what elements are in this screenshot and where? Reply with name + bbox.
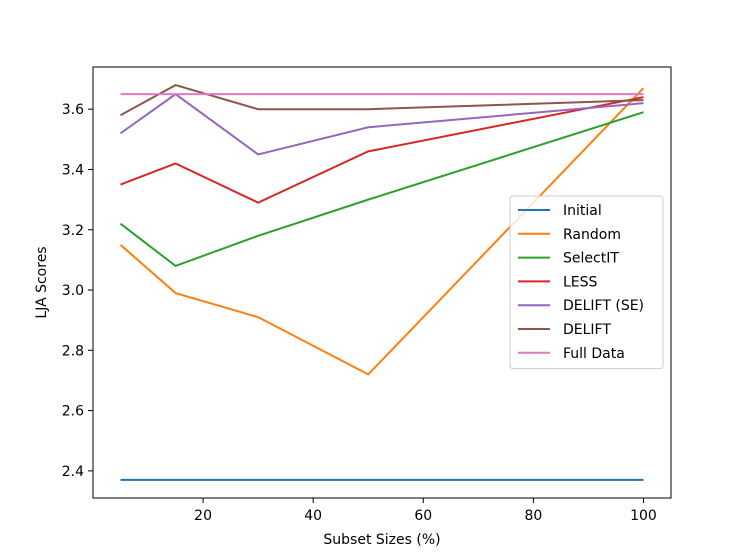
y-tick-label: 3.6 bbox=[62, 102, 84, 118]
y-tick-label: 2.8 bbox=[62, 343, 84, 359]
y-tick-label: 3.2 bbox=[62, 223, 84, 239]
x-axis-ticks: 20 40 60 80 100 bbox=[194, 498, 657, 524]
y-tick-label: 3.0 bbox=[62, 283, 84, 299]
series-line-3 bbox=[120, 96, 644, 204]
series-line-2 bbox=[119, 111, 644, 268]
legend-label-2: SelectIT bbox=[563, 251, 619, 267]
legend: Initial Random SelectIT LESS DELIFT (SE) DELI… bbox=[509, 195, 664, 370]
y-tick-label: 3.4 bbox=[62, 162, 84, 178]
legend-label-0: Initial bbox=[563, 203, 602, 219]
y-tick-label: 2.6 bbox=[62, 404, 84, 420]
legend-label-3: LESS bbox=[563, 274, 598, 290]
series-line-4 bbox=[119, 92, 644, 156]
plot-frame bbox=[92, 66, 672, 499]
legend-label-4: DELIFT (SE) bbox=[563, 298, 644, 314]
x-tick-label: 100 bbox=[630, 508, 657, 524]
legend-label-1: Random bbox=[563, 227, 621, 243]
y-axis-ticks: 2.4 2.6 2.8 3.0 3.2 3.4 3.6 bbox=[62, 102, 93, 480]
legend-label-6: Full Data bbox=[563, 346, 625, 362]
x-tick-label: 60 bbox=[414, 508, 432, 524]
x-tick-label: 80 bbox=[524, 508, 542, 524]
x-axis-label: Subset Sizes (%) bbox=[323, 532, 440, 548]
x-tick-label: 40 bbox=[304, 508, 322, 524]
legend-label-5: DELIFT bbox=[563, 322, 611, 338]
legend-box bbox=[509, 195, 664, 370]
y-axis-label: LJA Scores bbox=[34, 246, 50, 318]
series-layer bbox=[119, 84, 645, 481]
x-tick-label: 20 bbox=[194, 508, 212, 524]
y-tick-label: 2.4 bbox=[62, 464, 84, 480]
series-line-1 bbox=[119, 87, 645, 376]
